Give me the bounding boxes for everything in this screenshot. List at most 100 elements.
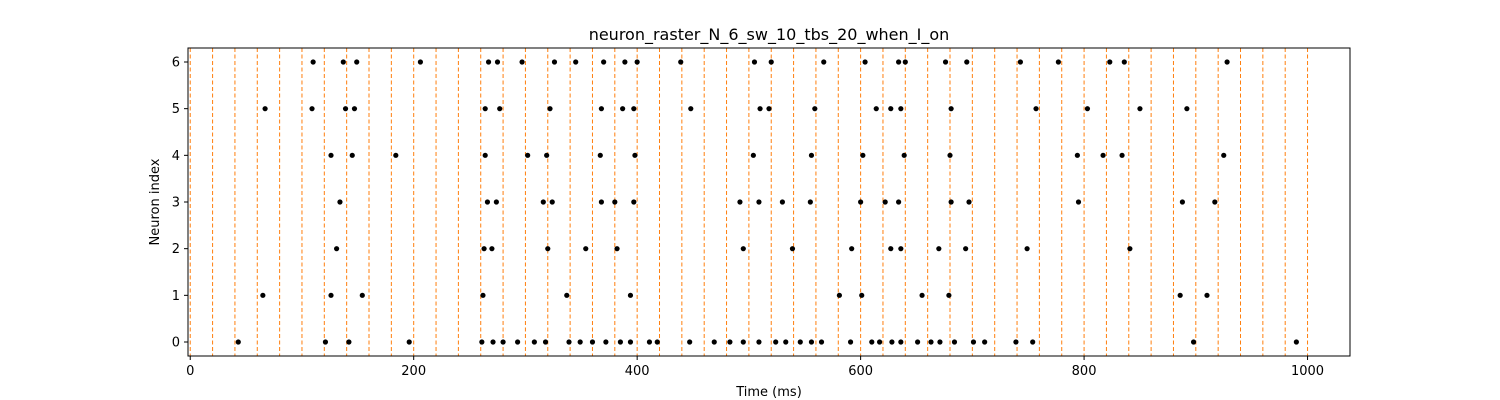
spike-point <box>1024 246 1030 252</box>
spike-point <box>484 199 491 205</box>
spike-point <box>1013 339 1019 345</box>
x-tick-label: 0 <box>186 364 194 379</box>
spike-point <box>740 339 746 345</box>
y-axis: 0 1 2 3 4 5 6 <box>172 56 188 351</box>
spike-point <box>589 339 596 345</box>
x-tick-label: 400 <box>625 364 650 379</box>
spike-point <box>1084 106 1091 112</box>
spike-point <box>493 199 499 205</box>
spike-point <box>497 106 503 112</box>
spike-point <box>873 106 879 112</box>
spike-point <box>1121 59 1127 65</box>
spike-point <box>898 339 904 345</box>
spike-point <box>812 106 818 112</box>
spike-point <box>342 106 349 112</box>
spike-point <box>545 246 551 252</box>
spike-point <box>740 246 746 252</box>
spike-point <box>262 106 268 112</box>
spike-point <box>970 339 977 345</box>
spike-point <box>622 59 628 65</box>
spike-point <box>612 199 618 205</box>
spike-point <box>620 106 626 112</box>
spike-point <box>519 59 525 65</box>
spike-point <box>1074 152 1080 158</box>
spike-point <box>1107 59 1113 65</box>
spike-point <box>490 339 496 345</box>
y-tick-label: 0 <box>172 336 180 351</box>
spike-point <box>1224 59 1230 65</box>
spike-point <box>351 106 358 112</box>
y-tick-label: 3 <box>172 196 180 211</box>
spike-point <box>688 106 694 112</box>
spike-point <box>309 106 315 112</box>
spike-point <box>818 339 825 345</box>
spike-point <box>882 199 888 205</box>
spike-point <box>821 59 827 65</box>
spike-point <box>948 106 954 112</box>
spike-point <box>766 106 772 112</box>
spike-point <box>598 106 605 112</box>
spike-point <box>359 292 365 298</box>
spike-point <box>915 339 921 345</box>
spike-point <box>1033 106 1039 112</box>
spike-point <box>531 339 537 345</box>
x-tick-label: 200 <box>401 364 426 379</box>
spike-point <box>737 199 743 205</box>
spike-point <box>598 199 605 205</box>
y-tick-label: 1 <box>172 289 180 304</box>
spike-point <box>768 59 774 65</box>
spike-point <box>525 152 531 158</box>
spike-point <box>328 292 334 298</box>
spike-point <box>869 339 875 345</box>
spike-point <box>631 106 637 112</box>
spike-point <box>328 152 334 158</box>
spike-point <box>542 339 549 345</box>
spike-point <box>862 59 868 65</box>
spike-point <box>783 339 789 345</box>
x-tick-label: 800 <box>1072 364 1097 379</box>
spike-point <box>896 199 902 205</box>
spike-point <box>583 246 589 252</box>
spike-point <box>1075 199 1082 205</box>
spike-point <box>334 246 340 252</box>
spike-point <box>1184 106 1190 112</box>
spike-point <box>901 152 907 158</box>
spike-point <box>406 339 412 345</box>
spike-point <box>1177 292 1183 298</box>
spike-point <box>678 59 684 65</box>
spike-point <box>322 339 329 345</box>
spike-point <box>577 339 583 345</box>
spike-point <box>393 152 399 158</box>
spike-point <box>888 246 894 252</box>
spike-point <box>1293 339 1299 345</box>
spike-point <box>936 246 942 252</box>
spike-point <box>963 246 969 252</box>
spike-point <box>966 199 972 205</box>
spike-point <box>573 59 579 65</box>
spike-point <box>1017 59 1023 65</box>
spike-point <box>888 106 894 112</box>
y-tick-label: 4 <box>172 149 180 164</box>
spike-point <box>654 339 660 345</box>
spike-point <box>1190 339 1197 345</box>
spike-point <box>947 152 953 158</box>
spike-point <box>601 59 607 65</box>
spike-point <box>859 292 865 298</box>
spike-point <box>951 339 958 345</box>
spike-point <box>898 106 904 112</box>
time-bin-lines <box>189 48 1309 356</box>
spike-point <box>627 292 634 298</box>
x-tick-label: 1000 <box>1291 364 1324 379</box>
spike-point <box>485 59 492 65</box>
spike-point <box>942 59 949 65</box>
spike-point <box>982 339 988 345</box>
spike-point <box>1204 292 1210 298</box>
spike-point <box>354 59 360 65</box>
spike-point <box>751 59 758 65</box>
spike-point <box>500 339 506 345</box>
plot-frame <box>187 47 1351 357</box>
spike-point <box>489 246 495 252</box>
spike-point <box>346 339 352 345</box>
x-tick-label: 600 <box>848 364 873 379</box>
spike-point <box>1030 339 1036 345</box>
